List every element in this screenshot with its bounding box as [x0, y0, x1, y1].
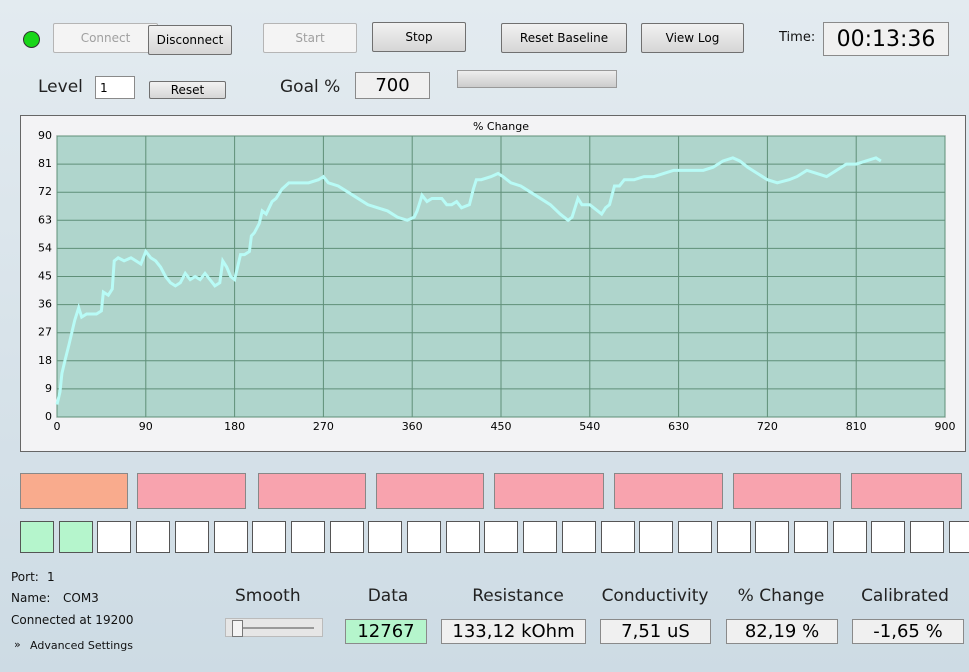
step-square	[948, 521, 969, 553]
x-tick-label: 360	[402, 420, 423, 433]
x-tick-label: 90	[139, 420, 153, 433]
step-square	[871, 521, 906, 553]
step-square	[523, 521, 558, 553]
x-tick-label: 720	[757, 420, 778, 433]
step-square	[484, 521, 519, 553]
readout-value: -1,65 %	[852, 619, 964, 644]
step-square	[445, 521, 480, 553]
step-square	[97, 521, 132, 553]
indicator-tile	[20, 473, 128, 509]
progress-bar	[457, 70, 617, 88]
step-square	[407, 521, 441, 553]
x-tick-label: 270	[313, 420, 334, 433]
x-tick-label: 900	[935, 420, 956, 433]
goal-input[interactable]: 700	[355, 72, 430, 99]
connect-button[interactable]: Connect	[53, 23, 158, 53]
name-label: Name:	[11, 591, 51, 605]
step-square	[794, 521, 828, 553]
step-square	[58, 521, 93, 553]
step-square	[755, 521, 790, 553]
step-square	[716, 521, 751, 553]
y-tick-label: 54	[38, 241, 52, 254]
chart-title: % Change	[473, 120, 529, 133]
readout-value: 82,19 %	[726, 619, 838, 644]
x-tick-label: 630	[668, 420, 689, 433]
y-tick-label: 0	[45, 410, 52, 423]
y-tick-label: 90	[38, 129, 52, 142]
time-display: 00:13:36	[823, 22, 949, 56]
readout-value: 133,12 kOhm	[441, 619, 586, 644]
smooth-label: Smooth	[235, 586, 301, 606]
port-value: 1	[47, 570, 55, 584]
readout-label: Calibrated	[861, 586, 949, 606]
indicator-tile	[376, 473, 484, 509]
level-label: Level	[38, 77, 83, 97]
step-square	[136, 521, 171, 553]
level-reset-button[interactable]: Reset	[149, 81, 226, 99]
step-square	[677, 521, 712, 553]
indicator-tile	[733, 473, 841, 509]
step-square	[561, 521, 596, 553]
readout-label: Conductivity	[601, 586, 709, 606]
data-line	[55, 156, 882, 405]
indicator-tile	[258, 473, 366, 509]
indicator-tile	[494, 473, 604, 509]
readout-value: 7,51 uS	[600, 619, 711, 644]
y-tick-label: 9	[45, 382, 52, 395]
step-square	[290, 521, 325, 553]
time-label: Time:	[779, 30, 816, 45]
step-square	[20, 521, 54, 553]
status-led	[23, 31, 40, 48]
disconnect-button[interactable]: Disconnect	[148, 25, 232, 55]
step-square	[213, 521, 248, 553]
step-square	[600, 521, 635, 553]
step-square	[329, 521, 364, 553]
port-label: Port:	[11, 570, 39, 584]
readout-label: Data	[367, 586, 409, 606]
level-input[interactable]: 1	[95, 76, 135, 99]
step-square	[832, 521, 867, 553]
x-tick-label: 810	[846, 420, 867, 433]
indicator-tile	[614, 473, 723, 509]
y-tick-label: 63	[38, 213, 52, 226]
advanced-settings[interactable]: Advanced Settings	[30, 639, 133, 652]
name-value: COM3	[63, 591, 99, 605]
step-square	[910, 521, 945, 553]
start-button[interactable]: Start	[263, 23, 357, 53]
readout-value: 12767	[345, 619, 427, 644]
view-log-button[interactable]: View Log	[641, 23, 744, 53]
x-tick-label: 0	[54, 420, 61, 433]
step-square	[368, 521, 403, 553]
x-tick-label: 540	[579, 420, 600, 433]
reset-baseline-button[interactable]: Reset Baseline	[501, 23, 627, 53]
stop-button[interactable]: Stop	[372, 22, 466, 52]
step-square	[639, 521, 674, 553]
y-tick-label: 81	[38, 157, 52, 170]
y-tick-label: 45	[38, 270, 52, 283]
chevron[interactable]: »	[14, 638, 21, 651]
y-tick-label: 27	[38, 326, 52, 339]
x-tick-label: 180	[224, 420, 245, 433]
step-square	[252, 521, 287, 553]
readout-label: % Change	[737, 586, 825, 606]
smooth-slider[interactable]	[225, 618, 323, 637]
y-tick-label: 72	[38, 185, 52, 198]
x-tick-label: 450	[491, 420, 512, 433]
readout-label: Resistance	[472, 586, 564, 606]
goal-label: Goal %	[280, 77, 341, 97]
indicator-tile	[137, 473, 246, 509]
y-tick-label: 36	[38, 298, 52, 311]
y-tick-label: 18	[38, 354, 52, 367]
step-square	[174, 521, 209, 553]
connection-status: Connected at 19200	[11, 613, 134, 627]
indicator-tile	[851, 473, 962, 509]
